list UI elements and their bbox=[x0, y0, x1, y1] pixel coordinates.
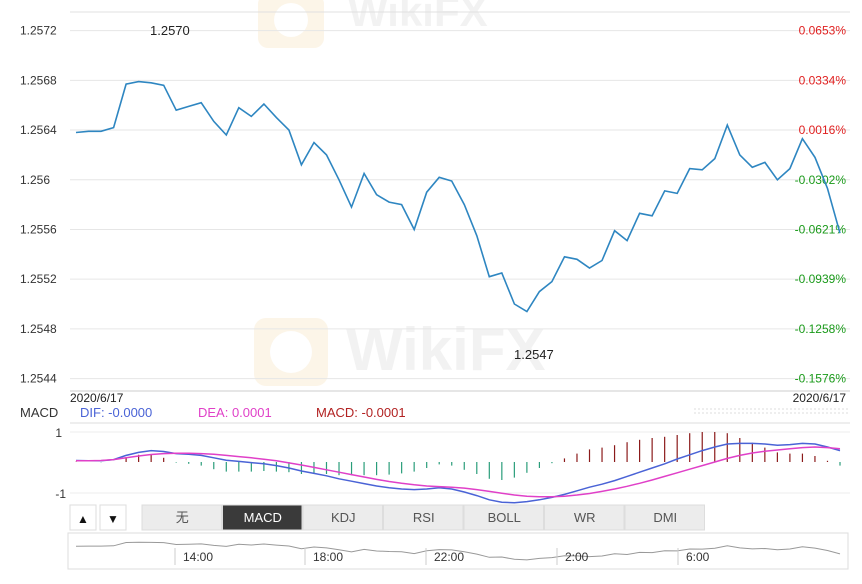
price-y-tick-label: 1.2544 bbox=[20, 372, 57, 386]
scroll-down-button[interactable]: ▼ bbox=[99, 504, 127, 531]
macd-y-tick-upper: 1 bbox=[55, 426, 62, 440]
tab-background bbox=[624, 504, 705, 531]
low-price-label: 1.2547 bbox=[514, 347, 554, 362]
navigator-time-label: 18:00 bbox=[313, 550, 343, 564]
percent-tick-label: 0.0334% bbox=[799, 73, 847, 87]
percent-tick-label: -0.1576% bbox=[795, 372, 847, 386]
macd-value-label: MACD: -0.0001 bbox=[316, 405, 406, 420]
tab-label: RSI bbox=[413, 510, 435, 525]
tab-background bbox=[222, 504, 303, 531]
price-y-tick-label: 1.2552 bbox=[20, 272, 57, 286]
up-arrow-icon: ▲ bbox=[77, 512, 89, 526]
navigator-time-label: 2:00 bbox=[565, 550, 589, 564]
tab-background bbox=[302, 504, 383, 531]
indicator-tabs: 无 MACD KDJ RSI BOLL WR DMI bbox=[141, 504, 705, 531]
dea-line bbox=[76, 446, 841, 498]
scroll-up-button[interactable]: ▲ bbox=[69, 504, 97, 531]
tab-background bbox=[544, 504, 625, 531]
tab-无[interactable]: 无 bbox=[141, 504, 222, 531]
macd-histogram bbox=[75, 432, 841, 480]
navigator[interactable]: 14:00 18:00 22:00 2:00 6:00 bbox=[67, 532, 849, 570]
percent-tick-label: 0.0016% bbox=[799, 123, 847, 137]
percent-tick-label: -0.0621% bbox=[795, 222, 847, 236]
price-y-tick-label: 1.2556 bbox=[20, 222, 57, 236]
tab-label: MACD bbox=[244, 510, 282, 525]
tab-label: WR bbox=[574, 510, 596, 525]
price-y-tick-label: 1.256 bbox=[20, 173, 50, 187]
dea-value-label: DEA: 0.0001 bbox=[198, 405, 272, 420]
percent-tick-label: -0.1258% bbox=[795, 322, 847, 336]
navigator-line bbox=[75, 541, 841, 561]
tab-label: 无 bbox=[176, 510, 189, 525]
end-date-label: 2020/6/17 bbox=[793, 391, 847, 405]
tab-label: KDJ bbox=[331, 510, 356, 525]
dif-value-label: DIF: -0.0000 bbox=[80, 405, 152, 420]
svg-text:WikiFX: WikiFX bbox=[348, 0, 488, 35]
down-arrow-icon: ▼ bbox=[107, 512, 119, 526]
tab-wr[interactable]: WR bbox=[544, 504, 625, 531]
watermark-center: WikiFX bbox=[254, 316, 545, 386]
svg-text:WikiFX: WikiFX bbox=[346, 316, 545, 383]
dif-line bbox=[75, 442, 841, 504]
price-y-tick-label: 1.2572 bbox=[20, 24, 57, 38]
percent-tick-label: -0.0939% bbox=[795, 272, 847, 286]
watermark-top: WikiFX bbox=[258, 0, 488, 48]
navigator-time-labels: 14:00 18:00 22:00 2:00 6:00 bbox=[174, 548, 710, 565]
macd-y-tick-lower: -1 bbox=[55, 487, 66, 501]
start-date-label: 2020/6/17 bbox=[70, 391, 124, 405]
price-y-tick-label: 1.2564 bbox=[20, 123, 57, 137]
tab-kdj[interactable]: KDJ bbox=[302, 504, 383, 531]
price-y-axis: 1.2572 1.2568 1.2564 1.256 1.2556 1.2552 1.254… bbox=[20, 24, 57, 386]
navigator-time-label: 22:00 bbox=[434, 550, 464, 564]
percent-axis: 0.0653% 0.0334% 0.0016% -0.0302% -0.0621% -0.… bbox=[795, 24, 847, 386]
price-grid bbox=[70, 30, 850, 380]
price-line bbox=[75, 80, 841, 313]
tab-rsi[interactable]: RSI bbox=[383, 504, 464, 531]
tab-label: BOLL bbox=[488, 510, 521, 525]
tab-background bbox=[383, 504, 464, 531]
tab-macd[interactable]: MACD bbox=[222, 504, 303, 531]
price-y-tick-label: 1.2548 bbox=[20, 322, 57, 336]
dotted-band bbox=[694, 408, 850, 414]
navigator-time-label: 14:00 bbox=[183, 550, 213, 564]
percent-tick-label: 0.0653% bbox=[799, 24, 847, 38]
macd-name-label: MACD bbox=[20, 405, 58, 420]
high-price-label: 1.2570 bbox=[150, 23, 190, 38]
price-y-tick-label: 1.2568 bbox=[20, 73, 57, 87]
tab-label: DMI bbox=[653, 510, 677, 525]
tab-background bbox=[463, 504, 544, 531]
tab-boll[interactable]: BOLL bbox=[463, 504, 544, 531]
navigator-time-label: 6:00 bbox=[686, 550, 710, 564]
percent-tick-label: -0.0302% bbox=[795, 173, 847, 187]
tab-dmi[interactable]: DMI bbox=[624, 504, 705, 531]
tab-background bbox=[141, 504, 222, 531]
